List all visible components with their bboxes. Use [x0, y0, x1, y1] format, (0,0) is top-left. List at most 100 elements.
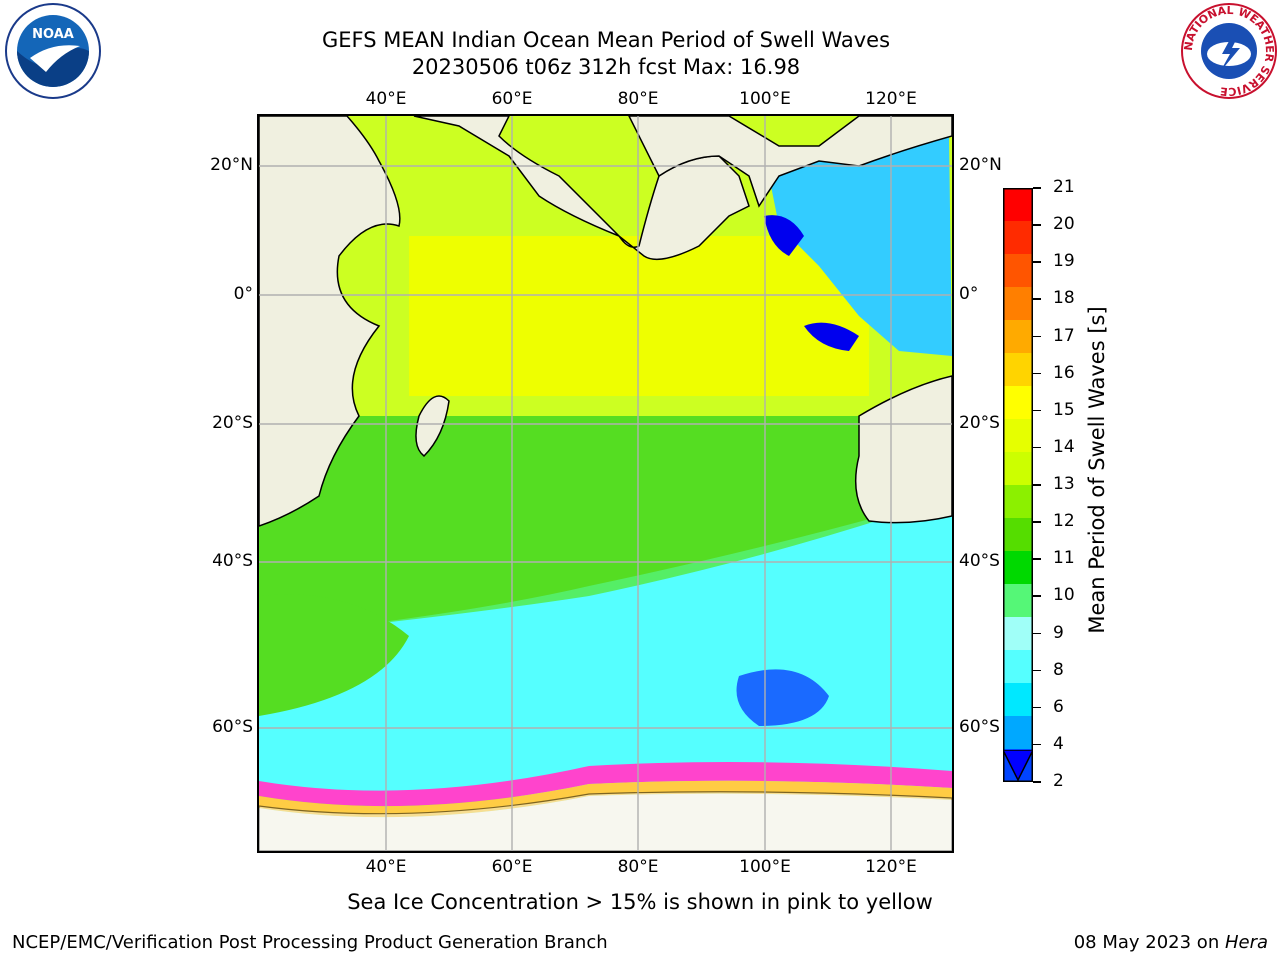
colorbar-tick-mark: [1033, 335, 1041, 337]
sea-ice-fringe: [259, 780, 952, 818]
colorbar-tick-mark: [1033, 484, 1041, 486]
colorbar-tick-label: 9: [1053, 622, 1064, 643]
java-sea-low: [804, 322, 859, 351]
australia-land: [854, 375, 952, 524]
colorbar-swatch: [1003, 683, 1033, 717]
colorbar-tick-mark: [1033, 187, 1041, 189]
gulf-low: [764, 215, 804, 256]
ocean-zone-midlat: [259, 416, 952, 636]
swell-period-map[interactable]: [257, 114, 954, 853]
colorbar-tick-label: 20: [1053, 214, 1075, 235]
colorbar-swatch: [1003, 320, 1033, 354]
colorbar-swatch: [1003, 518, 1033, 552]
colorbar-swatch: [1003, 353, 1033, 387]
colorbar-swatch: [1003, 188, 1033, 222]
lat-tick-left: 20°S: [212, 413, 253, 433]
colorbar-tick-mark: [1033, 669, 1041, 672]
madagascar-land: [415, 395, 450, 457]
colorbar-tick-label: 14: [1053, 436, 1075, 457]
colorbar-tick-label: 18: [1053, 288, 1075, 309]
ocean-zone-asia-seas: [769, 136, 952, 356]
colorbar-tick-mark: [1033, 224, 1041, 226]
colorbar-tick-label: 19: [1053, 251, 1075, 272]
colorbar-tick-label: 11: [1053, 548, 1075, 569]
colorbar-tick-label: 4: [1053, 733, 1064, 754]
lon-tick-bottom: 80°E: [617, 857, 659, 877]
lat-tick-left: 40°S: [212, 551, 253, 571]
colorbar-tick-mark: [1033, 446, 1041, 449]
colorbar-swatch: [1003, 485, 1033, 519]
colorbar-tick-mark: [1033, 372, 1041, 375]
ocean-zone-high-period: [409, 236, 869, 396]
colorbar: [1003, 188, 1033, 783]
lat-tick-left: 20°N: [210, 155, 253, 175]
colorbar-tick-mark: [1033, 743, 1041, 746]
colorbar-tick-label: 15: [1053, 399, 1075, 420]
colorbar-tick-mark: [1033, 409, 1041, 412]
colorbar-tick-mark: [1033, 706, 1041, 709]
lat-tick-right: 0°: [959, 284, 979, 304]
colorbar-tick-mark: [1033, 781, 1041, 783]
colorbar-swatch: [1003, 386, 1033, 420]
footer-host: Hera: [1224, 932, 1268, 953]
ocean-patch-sw: [259, 594, 409, 716]
colorbar-tick-mark: [1033, 558, 1041, 560]
lat-tick-right: 60°S: [959, 717, 1000, 737]
ocean-patch-low-period: [736, 669, 829, 726]
colorbar-extend-arrow: [1001, 749, 1035, 782]
svg-text:NOAA: NOAA: [32, 27, 74, 42]
colorbar-label: Mean Period of Swell Waves [s]: [1085, 306, 1109, 634]
colorbar-tick-mark: [1033, 632, 1041, 634]
colorbar-tick-label: 13: [1053, 474, 1075, 494]
sea-ice-note: Sea Ice Concentration > 15% is shown in …: [347, 890, 933, 914]
noaa-logo: NOAA: [2, 2, 104, 100]
colorbar-tick-label: 2: [1053, 771, 1064, 791]
lat-tick-right: 20°S: [959, 413, 1000, 433]
colorbar-tick-label: 16: [1053, 362, 1075, 383]
colorbar-swatch: [1003, 452, 1033, 486]
lat-tick-left: 60°S: [212, 717, 253, 737]
colorbar-tick-label: 8: [1053, 659, 1064, 680]
india-asia-land: [413, 116, 750, 261]
lat-tick-left: 0°: [233, 284, 253, 304]
lon-tick-bottom: 40°E: [365, 857, 407, 877]
colorbar-swatch: [1003, 419, 1033, 453]
colorbar-tick-label: 21: [1053, 177, 1075, 197]
colorbar-tick-mark: [1033, 298, 1041, 300]
colorbar-swatch: [1003, 254, 1033, 288]
colorbar-tick-label: 17: [1053, 325, 1075, 346]
map-graticule: [259, 116, 952, 851]
lon-tick-top: 120°E: [865, 89, 917, 109]
map-canvas: [259, 116, 952, 851]
footer-date: 08 May 2023 on Hera: [1074, 932, 1268, 953]
colorbar-swatch: [1003, 221, 1033, 255]
nws-logo: NATIONAL WEATHER SERVICE: [1180, 2, 1278, 100]
colorbar-tick-mark: [1033, 521, 1041, 523]
footer-credit: NCEP/EMC/Verification Post Processing Pr…: [12, 932, 608, 953]
lat-tick-right: 40°S: [959, 551, 1000, 571]
colorbar-swatch: [1003, 617, 1033, 651]
lon-tick-bottom: 100°E: [739, 857, 791, 877]
map-title: GEFS MEAN Indian Ocean Mean Period of Sw…: [321, 28, 891, 52]
lat-tick-right: 20°N: [959, 155, 1002, 175]
lon-tick-top: 100°E: [739, 89, 791, 109]
lon-tick-bottom: 120°E: [865, 857, 917, 877]
colorbar-tick-mark: [1033, 261, 1041, 263]
sea-ice-edge: [259, 762, 952, 807]
colorbar-swatches: [1003, 188, 1033, 783]
lon-tick-top: 80°E: [617, 89, 659, 109]
lon-tick-top: 40°E: [365, 89, 407, 109]
colorbar-swatch: [1003, 551, 1033, 585]
colorbar-tick-label: 12: [1053, 511, 1075, 532]
footer-date-text: 08 May 2023 on: [1073, 932, 1225, 953]
colorbar-swatch: [1003, 584, 1033, 618]
colorbar-swatch: [1003, 716, 1033, 750]
lon-tick-bottom: 60°E: [491, 857, 533, 877]
lon-tick-top: 60°E: [491, 89, 533, 109]
colorbar-swatch: [1003, 650, 1033, 684]
colorbar-tick-mark: [1033, 595, 1041, 597]
map-subtitle: 20230506 t06z 312h fcst Max: 16.98: [411, 55, 801, 79]
colorbar-tick-label: 6: [1053, 696, 1064, 717]
antarctica-land: [259, 791, 952, 851]
colorbar-swatch: [1003, 287, 1033, 321]
